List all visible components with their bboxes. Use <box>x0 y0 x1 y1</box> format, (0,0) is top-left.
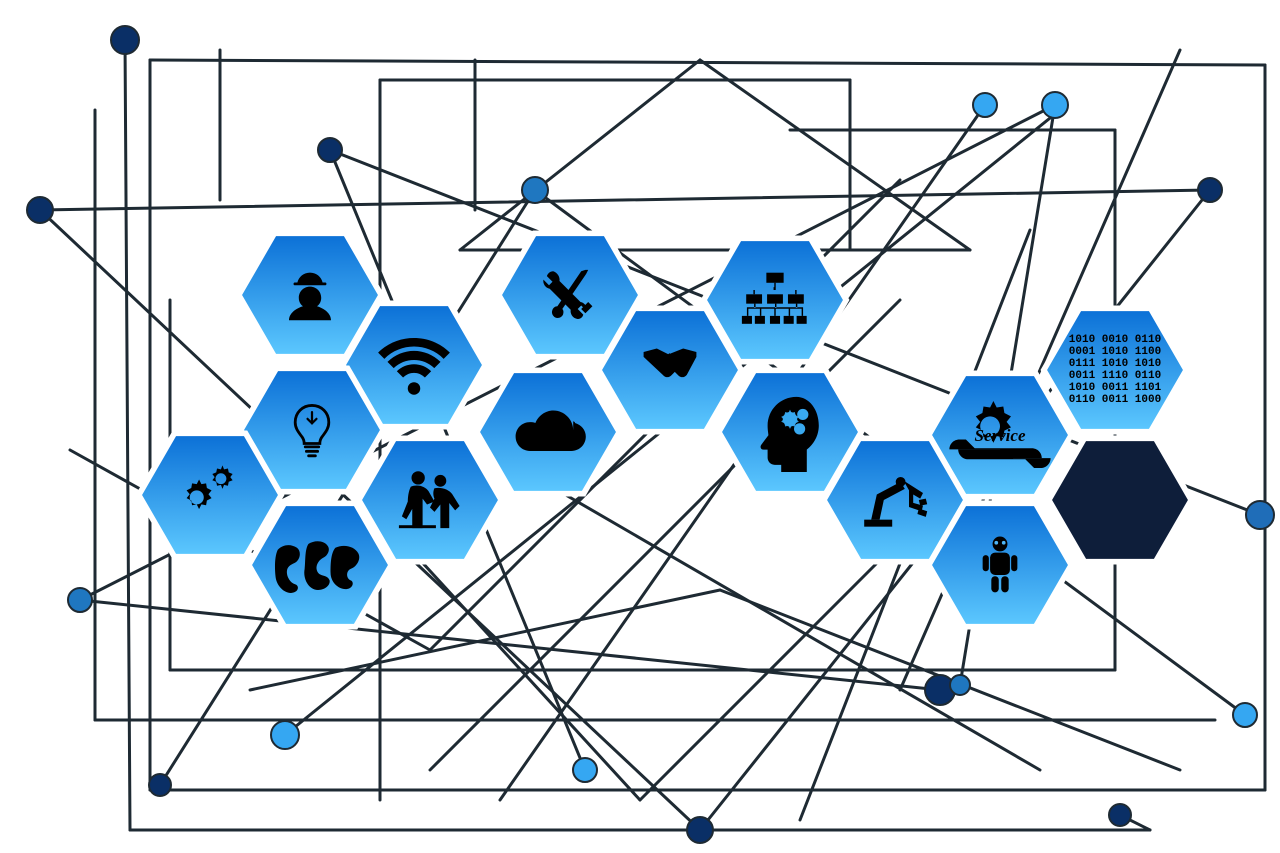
network-node <box>110 25 140 55</box>
network-node <box>949 674 971 696</box>
cloud-icon <box>503 405 593 459</box>
network-node <box>521 176 549 204</box>
meeting-icon <box>393 463 467 537</box>
network-node <box>572 757 598 783</box>
network-node <box>1108 803 1132 827</box>
network-node <box>1041 91 1069 119</box>
network-node <box>67 587 93 613</box>
robot-icon <box>969 524 1031 606</box>
hexagon-worldmap <box>245 496 395 634</box>
head-gears-icon <box>750 392 830 472</box>
network-node <box>1232 702 1258 728</box>
network-node <box>148 773 172 797</box>
world-map-icon <box>272 536 368 594</box>
service-label: Service <box>975 426 1026 446</box>
network-node <box>1245 500 1275 530</box>
binary-icon: 1010 0010 0110 0001 1010 1100 0111 1010 … <box>1069 334 1161 407</box>
handshake-icon <box>627 340 713 400</box>
network-node <box>686 816 714 844</box>
lightbulb-icon <box>284 390 340 470</box>
network-node <box>317 137 343 163</box>
network-node <box>270 720 300 750</box>
network-node <box>972 92 998 118</box>
org-chart-icon <box>739 264 811 336</box>
diagram-stage: 1010 0010 0110 0001 1010 1100 0111 1010 … <box>0 0 1280 853</box>
hexagon-robot <box>925 496 1075 634</box>
network-node <box>1197 177 1223 203</box>
gears-icon <box>171 456 249 534</box>
worker-icon <box>275 260 345 330</box>
network-node <box>26 196 54 224</box>
